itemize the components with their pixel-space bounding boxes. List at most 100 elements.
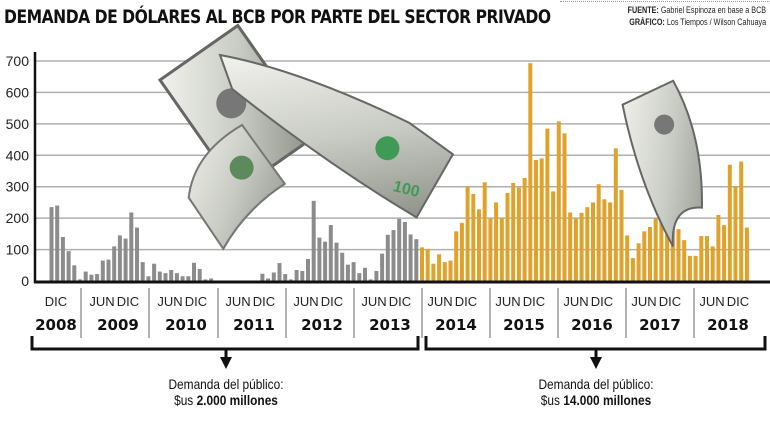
bar (345, 264, 350, 281)
y-tick-label: 500 (6, 116, 30, 132)
bracket-2008-2013 (30, 336, 420, 351)
month-tick-label: JUN (157, 294, 182, 309)
bar (425, 248, 430, 281)
bar (494, 202, 499, 281)
bracket-2014-2018 (424, 336, 767, 351)
bar (659, 216, 664, 281)
bar (744, 227, 749, 281)
month-tick-label: DIC (727, 294, 749, 309)
bar (186, 276, 191, 281)
bar (260, 273, 265, 281)
bar (408, 234, 413, 281)
month-tick-label: DIC (185, 294, 207, 309)
month-tick-label: DIC (659, 294, 681, 309)
bar (89, 274, 94, 281)
year-label: 2014 (435, 316, 477, 334)
bar (306, 259, 310, 281)
y-tick-label: 100 (6, 242, 30, 258)
bar (402, 221, 407, 281)
dollar-bill-images: 100 (157, 23, 703, 251)
bar (625, 235, 630, 281)
bar (528, 63, 533, 282)
month-tick-label: DIC (389, 294, 411, 309)
svg-text:100: 100 (391, 178, 421, 201)
month-tick-label: JUN (631, 294, 656, 309)
bar (613, 148, 618, 281)
y-tick-label: 200 (6, 210, 30, 226)
bar (283, 274, 288, 281)
bar (516, 187, 521, 281)
period-brackets (30, 336, 767, 358)
bar (642, 231, 647, 281)
month-tick-label: DIC (117, 294, 139, 309)
year-label: 2018 (707, 316, 749, 334)
bar (431, 263, 436, 281)
bar (539, 158, 544, 281)
bar (568, 212, 573, 281)
bar (209, 278, 214, 281)
bar (459, 222, 464, 281)
annotation-period-1: Demanda del público: $us 2.000 millones (116, 376, 337, 408)
month-tick-label: DIC (253, 294, 275, 309)
month-tick-label: DIC (455, 294, 477, 309)
bar (100, 260, 105, 281)
bar (676, 229, 681, 281)
bar (368, 279, 373, 281)
bar (602, 199, 607, 281)
bar (123, 238, 128, 281)
y-tick-label: 300 (6, 179, 30, 195)
month-tick-label: JUN (699, 294, 724, 309)
y-tick-label: 600 (6, 84, 30, 100)
year-label: 2012 (301, 316, 343, 334)
bar (294, 270, 299, 281)
bar (197, 269, 202, 281)
bar (420, 247, 424, 281)
source-line: FUENTE: Gabriel Espinoza en base a BCB (628, 5, 766, 15)
bar (380, 253, 385, 281)
bar (619, 189, 624, 281)
bar (699, 236, 704, 281)
bar (340, 252, 345, 281)
bar (106, 259, 111, 281)
bar (653, 218, 658, 281)
bar (174, 273, 179, 281)
bar (648, 226, 652, 281)
bar (357, 273, 362, 281)
credit-text: Los Tiempos / Wilson Cahuaya (666, 17, 766, 27)
bar (163, 273, 168, 281)
arrow-down-icon (220, 357, 232, 369)
month-tick-label: JUN (495, 294, 520, 309)
bar (135, 227, 139, 281)
bar (471, 193, 476, 281)
bar (129, 212, 134, 281)
year-label: 2016 (571, 316, 613, 334)
month-tick-label: JUN (225, 294, 250, 309)
bar (499, 218, 504, 281)
bar (277, 263, 282, 281)
month-tick-label: DIC (321, 294, 343, 309)
bar (477, 209, 481, 281)
bar (505, 193, 510, 281)
arrow-down-icon (590, 357, 602, 369)
bar (573, 218, 578, 281)
bar (511, 182, 516, 281)
bar (687, 255, 692, 281)
year-label: 2011 (233, 316, 275, 334)
bar (203, 279, 208, 281)
month-tick-label: JUN (293, 294, 318, 309)
bar (374, 270, 379, 281)
bar (488, 218, 493, 281)
bar (562, 133, 567, 281)
bar (733, 186, 738, 281)
dollar-bill-image (621, 79, 703, 247)
bar (442, 262, 447, 281)
month-tick-label: DIC (591, 294, 613, 309)
year-label: 2015 (503, 316, 545, 334)
bar (556, 121, 561, 281)
bar (351, 262, 356, 281)
bar (72, 265, 77, 281)
month-tick-label: JUN (89, 294, 114, 309)
bar (180, 276, 185, 281)
month-tick-label: DIC (523, 294, 545, 309)
